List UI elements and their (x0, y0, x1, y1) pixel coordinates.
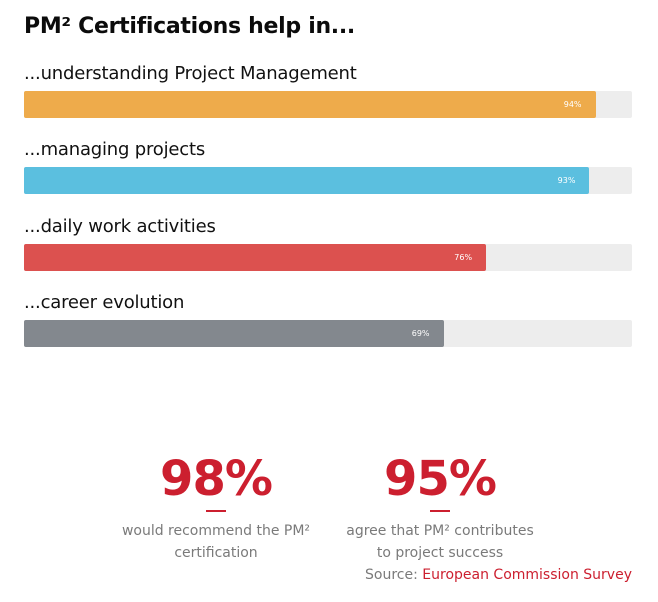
stat-value: 95% (384, 451, 497, 507)
source-link[interactable]: European Commission Survey (422, 567, 632, 583)
chart-title: PM² Certifications help in... (24, 14, 355, 39)
stat-value: 98% (160, 451, 273, 507)
bar-track: 94% (24, 91, 632, 118)
stat-divider (430, 510, 450, 512)
bar-value: 93% (557, 176, 576, 185)
bar-track: 69% (24, 320, 632, 347)
bar-value: 94% (563, 100, 582, 109)
stat-description-line: agree that PM² contributes (346, 523, 534, 539)
source-note: Source: European Commission Survey (365, 567, 632, 583)
bar-value: 69% (411, 329, 430, 338)
bar-label: ...career evolution (24, 292, 185, 313)
bar-fill: 94% (24, 91, 596, 118)
bar-fill: 76% (24, 244, 487, 271)
bar-row-daily-work: ...daily work activities 76% (24, 215, 632, 271)
stat-description: agree that PM² contributes to project su… (320, 520, 560, 564)
source-prefix: Source: (365, 567, 418, 583)
stat-description-line: to project success (376, 545, 504, 561)
stat-contributes: 95% agree that PM² contributes to projec… (320, 454, 560, 564)
bar-fill: 93% (24, 167, 590, 194)
bar-row-understanding: ...understanding Project Management 94% (24, 62, 632, 118)
stat-recommend: 98% would recommend the PM² certificatio… (96, 454, 336, 564)
bar-track: 93% (24, 167, 632, 194)
bar-label: ...daily work activities (24, 216, 216, 237)
bar-track: 76% (24, 244, 632, 271)
bar-value: 76% (454, 253, 473, 262)
stat-description-line: certification (174, 545, 258, 561)
bar-row-career: ...career evolution 69% (24, 291, 632, 347)
bar-label: ...understanding Project Management (24, 63, 357, 84)
stat-divider (206, 510, 226, 512)
stat-description: would recommend the PM² certification (96, 520, 336, 564)
bar-fill: 69% (24, 320, 444, 347)
stat-description-line: would recommend the PM² (121, 523, 311, 539)
bar-row-managing: ...managing projects 93% (24, 138, 632, 194)
bar-label: ...managing projects (24, 139, 206, 160)
